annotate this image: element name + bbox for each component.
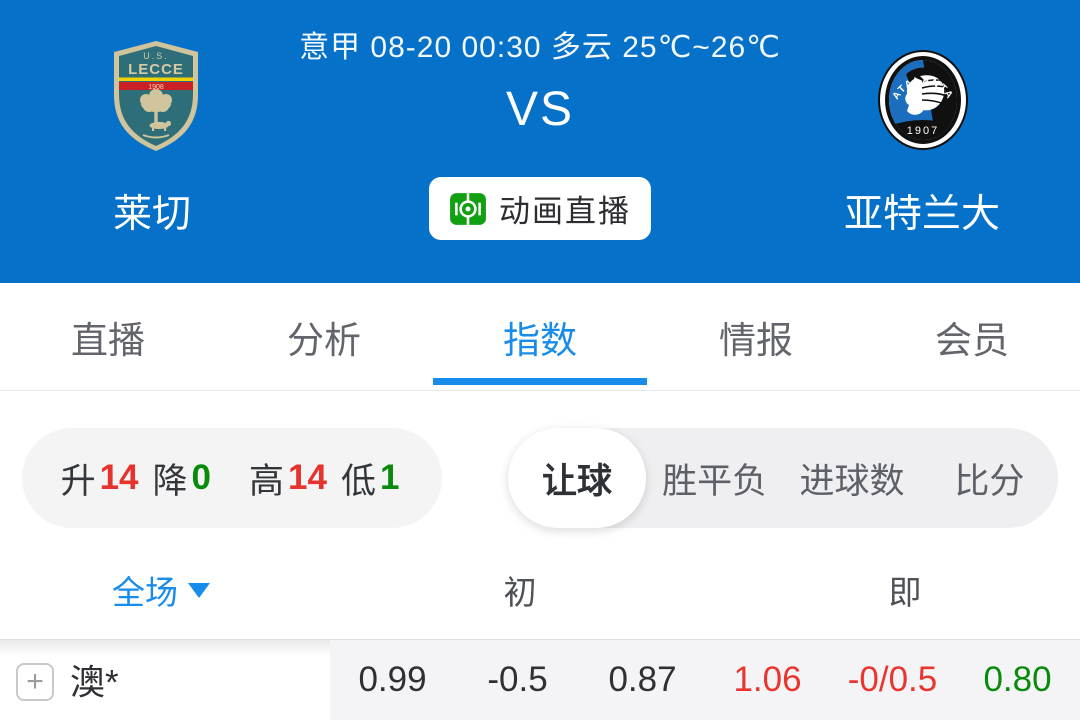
pitch-icon — [450, 192, 486, 225]
period-label: 全场 — [112, 574, 178, 611]
tab-intel[interactable]: 情报 — [719, 319, 793, 361]
high-label: 高 — [249, 461, 285, 501]
home-team-name: 莱切 — [112, 193, 191, 236]
svg-text:U.S.: U.S. — [143, 51, 169, 61]
tab-live[interactable]: 直播 — [71, 319, 145, 361]
market-handicap[interactable]: 让球 — [508, 428, 646, 528]
svg-text:1907: 1907 — [907, 125, 939, 137]
rise-count: 14 — [99, 458, 139, 497]
match-info-text: 意甲 08-20 00:30 多云 25℃~26℃ — [299, 31, 781, 64]
chevron-down-icon — [188, 582, 210, 598]
low-label: 低 — [340, 461, 376, 501]
column-header-live: 即 — [888, 574, 922, 611]
early-away-odds: 0.87 — [608, 660, 677, 699]
tab-odds[interactable]: 指数 — [432, 283, 648, 390]
svg-text:LECCE: LECCE — [128, 61, 184, 78]
svg-text:1908: 1908 — [148, 84, 164, 91]
bookmaker-name[interactable]: 澳* — [70, 663, 119, 703]
odds-filter-bar: 升 14 降 0 高 14 低 1 让球 胜平负 进球数 比分 — [0, 428, 1080, 528]
market-goals[interactable]: 进球数 — [799, 461, 905, 501]
early-handicap: -0.5 — [487, 660, 548, 699]
table-header-row: 全场 初 即 — [0, 541, 1080, 640]
column-header-early: 初 — [503, 574, 537, 611]
live-handicap: -0/0.5 — [847, 660, 938, 699]
atalanta-badge-icon: ATALANTA 1907 — [878, 50, 968, 150]
away-team-logo: ATALANTA 1907 — [876, 48, 970, 157]
market-1x2[interactable]: 胜平负 — [662, 461, 768, 501]
odds-movement-summary: 升 14 降 0 高 14 低 1 — [22, 428, 442, 528]
tab-vip[interactable]: 会员 — [935, 319, 1009, 361]
early-home-odds: 0.99 — [358, 660, 427, 699]
animation-live-button[interactable]: 动画直播 — [429, 177, 651, 240]
market-type-switcher: 让球 胜平负 进球数 比分 — [508, 428, 1058, 528]
fall-label: 降 — [152, 461, 188, 501]
vs-label: VS — [505, 83, 575, 136]
expand-row-button[interactable]: + — [16, 663, 54, 701]
market-score[interactable]: 比分 — [954, 461, 1025, 501]
odds-values-background — [330, 640, 1080, 720]
match-header: 意甲 08-20 00:30 多云 25℃~26℃ U.S. LECCE 190… — [0, 0, 1080, 283]
tab-analysis[interactable]: 分析 — [287, 319, 361, 361]
home-team-logo: U.S. LECCE 1908 — [112, 40, 200, 157]
odds-table-row: + 澳* 0.99 -0.5 0.87 1.06 -0/0.5 0.80 — [0, 640, 1080, 720]
high-count: 14 — [288, 458, 327, 497]
period-dropdown[interactable]: 全场 — [112, 566, 210, 614]
live-away-odds: 0.80 — [983, 660, 1052, 699]
lecce-badge-icon: U.S. LECCE 1908 — [114, 41, 198, 151]
away-team-name: 亚特兰大 — [843, 193, 1000, 236]
odds-values: 0.99 -0.5 0.87 1.06 -0/0.5 0.80 — [330, 640, 1080, 720]
main-tab-bar: 直播 分析 指数 情报 会员 — [0, 283, 1080, 391]
low-count: 1 — [379, 458, 400, 497]
fall-count: 0 — [191, 458, 211, 497]
animation-live-label: 动画直播 — [499, 194, 631, 229]
live-home-odds: 1.06 — [733, 660, 802, 699]
rise-label: 升 — [60, 461, 96, 501]
